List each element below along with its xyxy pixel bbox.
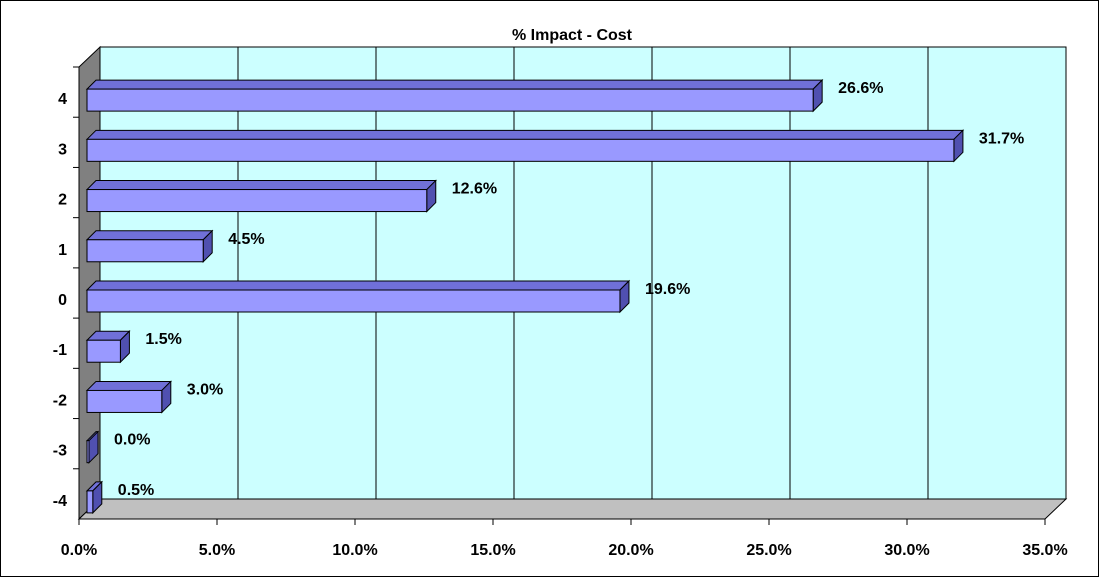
- data-label: 26.6%: [838, 80, 883, 97]
- bar: [86, 189, 428, 213]
- x-tick-label: 0.0%: [61, 542, 97, 559]
- data-label: 12.6%: [452, 181, 497, 198]
- bar-top: [85, 230, 214, 241]
- y-tick-label: -3: [53, 443, 67, 460]
- chart-title: % Impact - Cost: [512, 27, 633, 44]
- data-label: 3.0%: [187, 381, 223, 398]
- plot-layer: 0.0% 5.0% 10.0% 15.0% 20.0% 25.0% 30.0% 35.0%42…: [53, 45, 1068, 559]
- data-label: 4.5%: [228, 231, 264, 248]
- y-tick-label: 1: [58, 242, 67, 259]
- bar: [86, 289, 621, 313]
- bar: [86, 138, 955, 162]
- bar: [86, 440, 90, 464]
- x-tick-label: 35.0%: [1022, 542, 1067, 559]
- bar-top: [85, 180, 437, 191]
- x-tick-label: 10.0%: [332, 542, 377, 559]
- bar: [86, 389, 163, 413]
- bar: [86, 490, 94, 514]
- y-tick-label: -2: [53, 392, 67, 409]
- x-tick-label: 15.0%: [470, 542, 515, 559]
- bar-top: [85, 380, 173, 391]
- data-label: 31.7%: [979, 130, 1024, 147]
- x-tick-label: 25.0%: [746, 542, 791, 559]
- bar: [86, 239, 204, 263]
- data-label: 0.0%: [114, 432, 150, 449]
- data-label: 19.6%: [645, 281, 690, 298]
- x-tick-label: 20.0%: [608, 542, 653, 559]
- y-tick-label: 4: [58, 91, 67, 108]
- y-tick-label: 3: [58, 141, 67, 158]
- plot-area: [99, 46, 1067, 500]
- bar-top: [85, 280, 631, 291]
- y-tick-label: -4: [53, 493, 67, 510]
- data-label: 0.5%: [118, 482, 154, 499]
- floor: [77, 498, 1068, 520]
- bar-top: [85, 79, 824, 90]
- bar: [86, 88, 814, 112]
- y-tick-label: 0: [58, 292, 67, 309]
- y-tick-label: 2: [58, 192, 67, 209]
- y-tick-label: -1: [53, 342, 67, 359]
- bar: [86, 339, 121, 363]
- data-label: 1.5%: [145, 331, 181, 348]
- x-tick-label: 5.0%: [199, 542, 235, 559]
- bar-top: [85, 129, 965, 140]
- x-tick-label: 30.0%: [884, 542, 929, 559]
